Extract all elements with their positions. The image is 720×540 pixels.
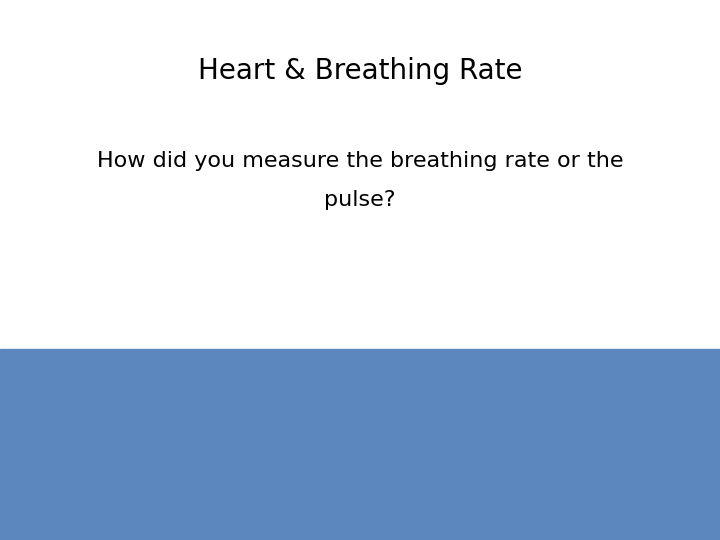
Text: Heart & Breathing Rate: Heart & Breathing Rate xyxy=(198,57,522,85)
Text: How did you measure the breathing rate or the: How did you measure the breathing rate o… xyxy=(96,151,624,171)
Text: pulse?: pulse? xyxy=(324,190,396,210)
Bar xyxy=(0,349,720,540)
